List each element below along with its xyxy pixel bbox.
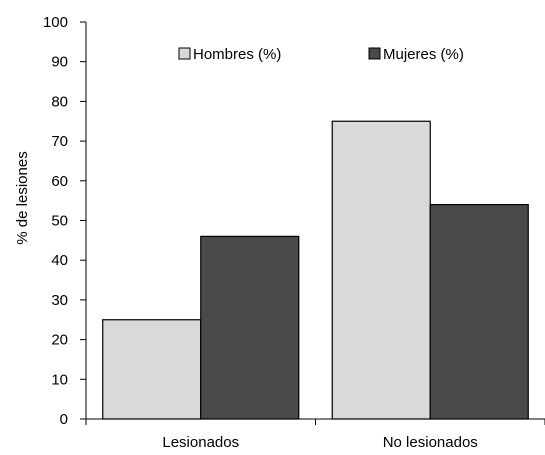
legend-label: Mujeres (%)	[383, 46, 464, 63]
y-axis-title-group: % de lesiones	[14, 151, 31, 244]
legend: Hombres (%) Mujeres (%)	[178, 46, 464, 63]
y-tick-label: 50	[51, 213, 68, 230]
y-tick-label: 20	[51, 332, 68, 349]
bar-mujeres-no-lesionados	[429, 204, 529, 420]
y-tick-label: 10	[51, 371, 68, 388]
bar-mujeres-lesionados	[200, 235, 300, 420]
y-tick-label: 80	[51, 93, 68, 110]
legend-label: Hombres (%)	[193, 46, 281, 63]
x-category-label: No lesionados	[383, 434, 478, 451]
legend-swatch	[178, 47, 191, 60]
y-tick-label: 60	[51, 173, 68, 190]
x-category-label: Lesionados	[162, 434, 239, 451]
legend-swatch	[368, 47, 381, 60]
bars	[102, 120, 529, 420]
bar-hombres-no-lesionados	[331, 120, 431, 420]
y-ticks: 0 10 20 30 40 50 60 70 80 90 100	[43, 14, 86, 428]
bar-hombres-lesionados	[102, 319, 202, 420]
y-tick-label: 90	[51, 54, 68, 71]
y-tick-label: 40	[51, 252, 68, 269]
y-tick-label: 0	[60, 411, 68, 428]
x-category-labels: Lesionados No lesionados	[162, 434, 477, 451]
y-tick-label: 70	[51, 133, 68, 150]
y-tick-label: 30	[51, 292, 68, 309]
y-tick-label: 100	[43, 14, 68, 31]
y-axis-title: % de lesiones	[14, 151, 31, 244]
